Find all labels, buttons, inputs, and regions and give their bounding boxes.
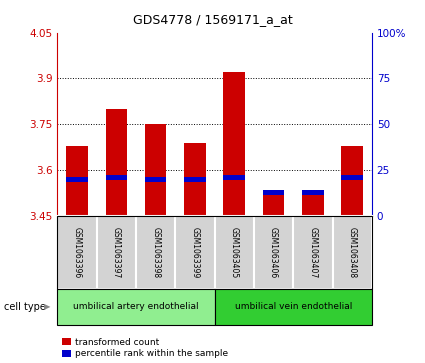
Bar	[105, 175, 127, 180]
Bar	[254, 216, 293, 289]
Bar	[302, 192, 324, 216]
Text: GSM1063405: GSM1063405	[230, 227, 239, 278]
Bar	[224, 175, 245, 180]
Bar	[263, 190, 284, 195]
Bar	[293, 216, 332, 289]
Text: ▶: ▶	[44, 302, 51, 311]
Text: umbilical vein endothelial: umbilical vein endothelial	[235, 302, 352, 311]
Bar	[66, 177, 88, 182]
Bar	[341, 175, 363, 180]
Bar	[145, 124, 167, 216]
Bar	[184, 177, 206, 182]
Bar	[105, 109, 127, 216]
Bar	[184, 143, 206, 216]
Bar	[224, 72, 245, 216]
Bar	[302, 190, 324, 195]
Text: GSM1063397: GSM1063397	[112, 227, 121, 278]
Text: umbilical artery endothelial: umbilical artery endothelial	[73, 302, 199, 311]
Text: GDS4778 / 1569171_a_at: GDS4778 / 1569171_a_at	[133, 13, 292, 26]
Bar	[175, 216, 215, 289]
Bar	[145, 177, 167, 182]
Bar	[66, 146, 88, 216]
Text: cell type: cell type	[4, 302, 46, 312]
Bar	[263, 190, 284, 216]
Text: GSM1063406: GSM1063406	[269, 227, 278, 278]
Bar	[96, 216, 136, 289]
Text: GSM1063399: GSM1063399	[190, 227, 199, 278]
Bar	[57, 216, 96, 289]
Text: GSM1063396: GSM1063396	[73, 227, 82, 278]
Text: GSM1063408: GSM1063408	[348, 227, 357, 278]
Bar	[215, 216, 254, 289]
Text: GSM1063398: GSM1063398	[151, 227, 160, 278]
Bar	[215, 289, 372, 325]
Bar	[136, 216, 175, 289]
Legend: transformed count, percentile rank within the sample: transformed count, percentile rank withi…	[62, 338, 229, 359]
Bar	[57, 289, 215, 325]
Bar	[332, 216, 372, 289]
Text: GSM1063407: GSM1063407	[309, 227, 317, 278]
Bar	[341, 146, 363, 216]
